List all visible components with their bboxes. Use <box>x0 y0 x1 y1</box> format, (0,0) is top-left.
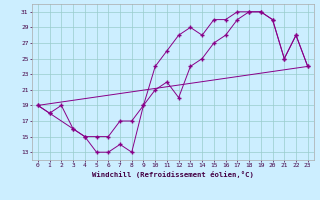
X-axis label: Windchill (Refroidissement éolien,°C): Windchill (Refroidissement éolien,°C) <box>92 171 254 178</box>
